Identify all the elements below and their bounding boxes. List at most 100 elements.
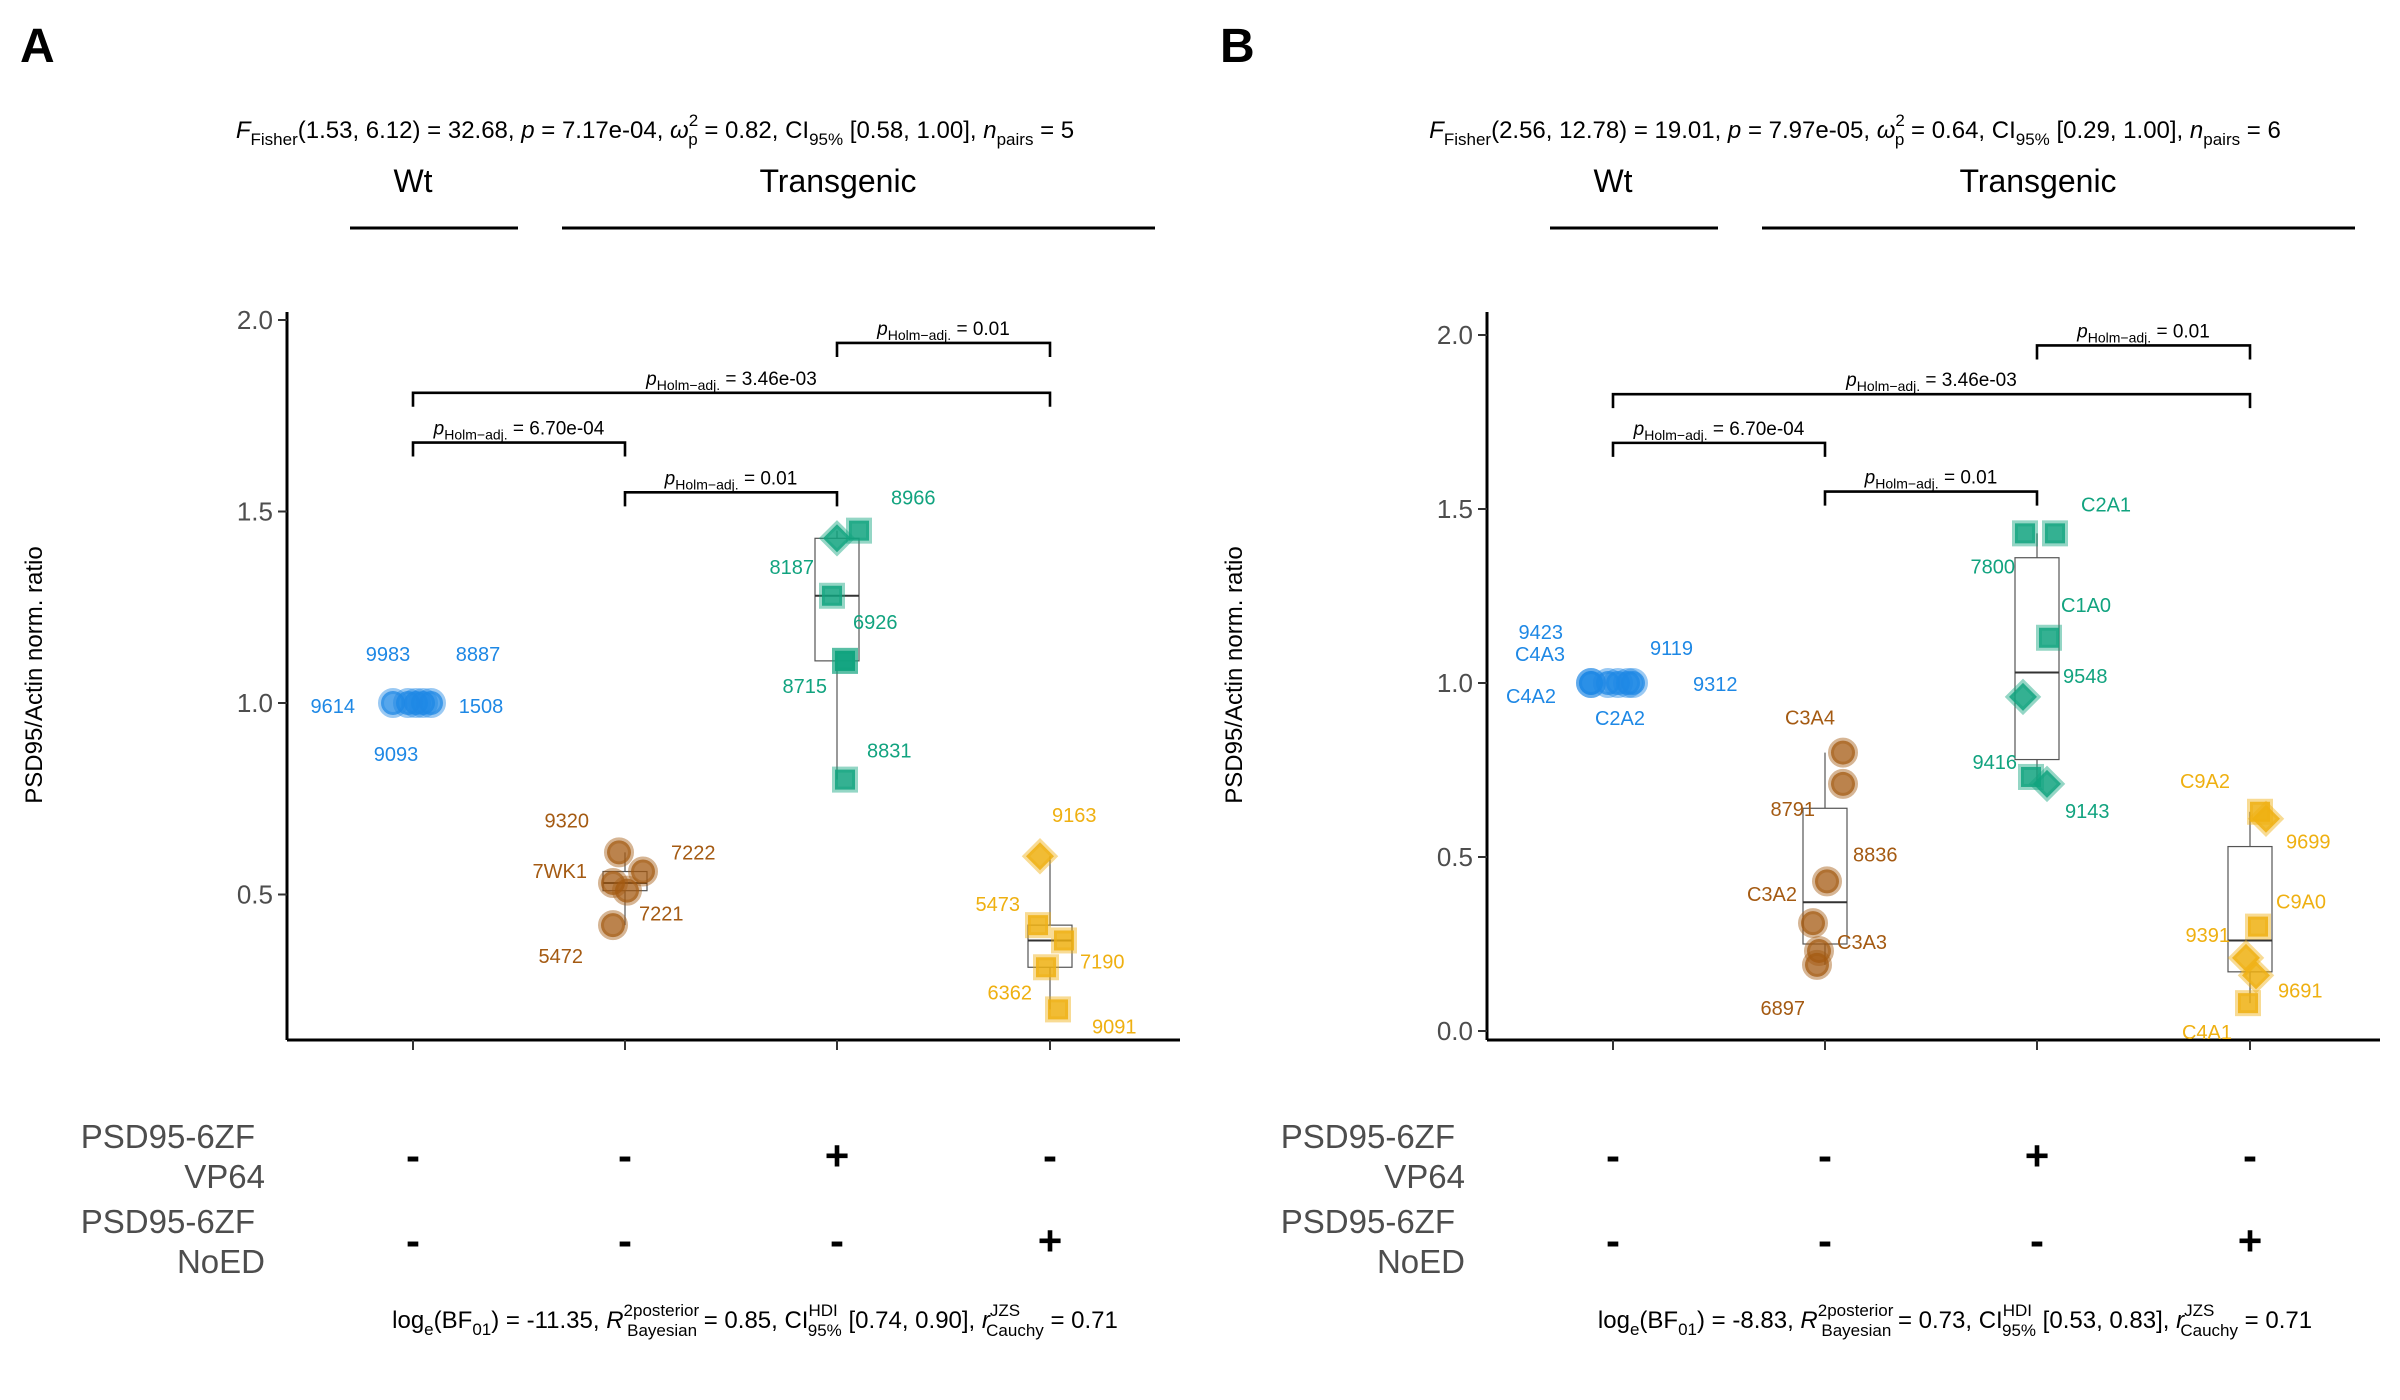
- condition-sign: -: [406, 1132, 420, 1179]
- data-point: [1051, 927, 1077, 954]
- point-label: 9699: [2286, 832, 2331, 854]
- data-point: [846, 517, 872, 544]
- data-point: [832, 647, 858, 674]
- point-label: 9119: [1650, 638, 1693, 660]
- condition-sign: -: [1818, 1217, 1832, 1264]
- data-point: [2004, 678, 2042, 716]
- y-tick-label: 1.0: [237, 688, 273, 718]
- y-tick-label: 0.5: [237, 880, 273, 910]
- point-label: 7800: [1971, 556, 2016, 578]
- point-label: 6362: [988, 982, 1033, 1004]
- point-label: 9614: [311, 696, 356, 718]
- group-label-transgenic: Transgenic: [759, 163, 916, 199]
- condition-label: VP64: [184, 1158, 265, 1195]
- condition-sign: -: [830, 1217, 844, 1264]
- point-label: 9163: [1052, 805, 1097, 827]
- point-label: C9A0: [2276, 892, 2326, 914]
- comparison-bracket: [2035, 344, 2252, 360]
- point-label: 9391: [2186, 925, 2231, 947]
- point-label: 7221: [639, 904, 684, 926]
- point-label: 8887: [456, 644, 501, 666]
- data-point: [1812, 866, 1842, 897]
- data-point: [2028, 765, 2066, 803]
- y-axis-label: PSD95/Actin norm. ratio: [21, 546, 48, 803]
- point-label: 9423: [1519, 622, 1564, 644]
- point-label: 9691: [2278, 980, 2323, 1002]
- point-label: 9416: [1973, 752, 2018, 774]
- point-label: 8187: [770, 557, 815, 579]
- point-label: C4A2: [1506, 686, 1556, 708]
- point-label: C1A0: [2061, 595, 2111, 617]
- data-point: [2247, 800, 2285, 837]
- point-label: 7222: [671, 843, 716, 865]
- point-label: 9983: [366, 644, 411, 666]
- y-tick-label: 1.5: [1437, 494, 1473, 524]
- condition-sign: -: [1043, 1132, 1057, 1179]
- data-point: [2237, 957, 2275, 994]
- comparison-label: pHolm−adj. = 3.46e-03: [645, 369, 817, 393]
- panel-a: A FFisher(1.53, 6.12) = 32.68, p = 7.17e-…: [20, 20, 1180, 1340]
- comparison-bracket: [835, 341, 1052, 357]
- point-label: 9093: [374, 744, 419, 766]
- stats-top-text: FFisher(1.53, 6.12) = 32.68, p = 7.17e-0…: [236, 111, 1074, 149]
- point-label: C4A1: [2182, 1022, 2232, 1044]
- data-point: [1025, 912, 1051, 939]
- condition-sign: +: [1038, 1217, 1063, 1264]
- condition-label: VP64: [1384, 1158, 1465, 1195]
- condition-label: PSD95-6ZF: [1281, 1203, 1455, 1240]
- point-label: 5473: [976, 894, 1021, 916]
- point-label: 9320: [545, 810, 590, 832]
- point-label: 9548: [2063, 666, 2108, 688]
- point-label: 1508: [459, 696, 504, 718]
- panel-b: B FFisher(2.56, 12.78) = 19.01, p = 7.97e…: [1220, 20, 2380, 1340]
- condition-sign: -: [2030, 1217, 2044, 1264]
- y-tick-label: 1.5: [237, 497, 273, 527]
- comparison-bracket: [1611, 392, 2252, 409]
- comparison-bracket: [1823, 490, 2039, 506]
- condition-label: NoED: [1377, 1243, 1465, 1280]
- point-label: 9091: [1092, 1016, 1137, 1038]
- comparison-label: pHolm−adj. = 6.70e-04: [1633, 419, 1805, 443]
- data-point: [1021, 837, 1059, 875]
- stats-bottom-text: loge(BF01) = -11.35, R2posterior Bayesian…: [392, 1301, 1118, 1340]
- data-point: [1802, 949, 1832, 980]
- data-point: [598, 910, 628, 941]
- stats-top-text: FFisher(2.56, 12.78) = 19.01, p = 7.97e-…: [1429, 111, 2281, 149]
- data-point: [818, 520, 856, 557]
- point-label: 8966: [891, 488, 936, 510]
- point-label: 8831: [867, 741, 912, 763]
- point-label: C3A4: [1785, 708, 1835, 730]
- point-label: C2A2: [1595, 708, 1645, 730]
- stats-bottom-text: loge(BF01) = -8.83, R2posterior Bayesian …: [1598, 1301, 2312, 1340]
- group-label-transgenic: Transgenic: [1959, 163, 2116, 199]
- point-label: C3A3: [1837, 932, 1887, 954]
- comparison-label: pHolm−adj. = 3.46e-03: [1845, 370, 2017, 394]
- box: [2014, 557, 2060, 761]
- condition-sign: -: [1818, 1132, 1832, 1179]
- condition-sign: -: [1606, 1132, 1620, 1179]
- point-label: 9143: [2065, 801, 2110, 823]
- y-axis-label: PSD95/Actin norm. ratio: [1221, 546, 1248, 803]
- point-label: C2A1: [2081, 494, 2131, 516]
- condition-sign: -: [618, 1132, 632, 1179]
- comparison-label: pHolm−adj. = 6.70e-04: [433, 419, 605, 443]
- group-label-wt: Wt: [393, 163, 432, 199]
- condition-label: PSD95-6ZF: [81, 1203, 255, 1240]
- data-point: [2042, 520, 2068, 547]
- point-label: C3A2: [1747, 884, 1797, 906]
- data-point: [604, 837, 634, 868]
- point-label: 7190: [1080, 951, 1125, 973]
- condition-label: PSD95-6ZF: [81, 1118, 255, 1155]
- data-point: [1828, 768, 1858, 799]
- comparison-bracket: [411, 391, 1052, 407]
- panel-letter: A: [20, 20, 55, 73]
- point-label: 5472: [539, 946, 584, 968]
- data-point: [1618, 668, 1648, 698]
- data-point: [1045, 996, 1071, 1023]
- point-label: 8791: [1771, 799, 1816, 821]
- data-point: [819, 582, 845, 609]
- comparison-bracket: [1611, 441, 1827, 457]
- y-tick-label: 1.0: [1437, 668, 1473, 698]
- point-label: 6897: [1761, 998, 1806, 1020]
